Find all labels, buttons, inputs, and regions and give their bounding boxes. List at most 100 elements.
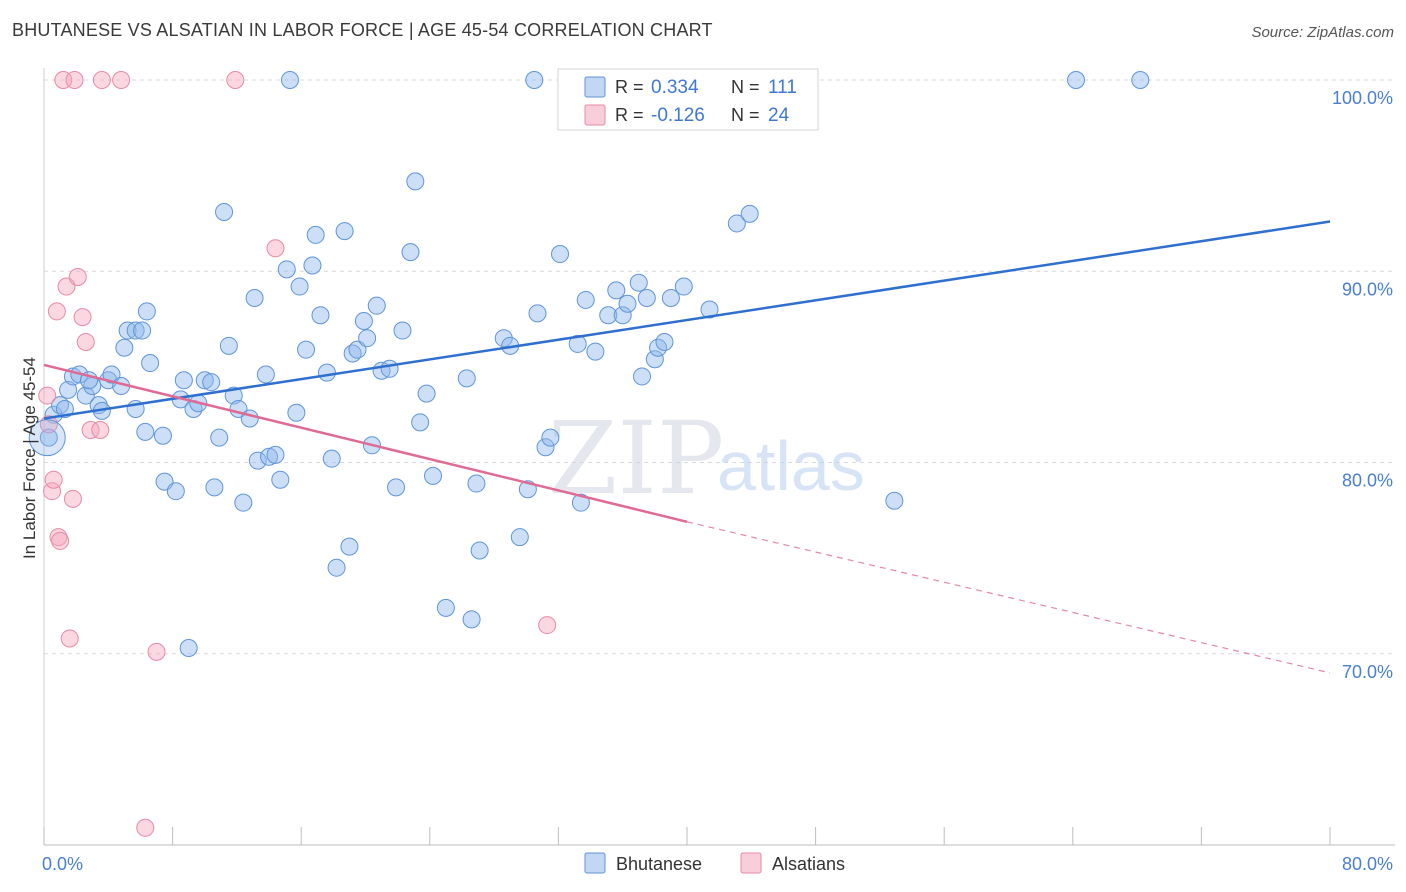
bhutanese-point bbox=[406, 172, 425, 191]
bhutanese-point bbox=[136, 422, 155, 441]
bhutanese-point bbox=[287, 403, 306, 422]
alsatian-point bbox=[63, 489, 82, 508]
x-tick-label-min: 0.0% bbox=[42, 854, 83, 874]
bhutanese-point bbox=[133, 321, 152, 340]
alsatian-point bbox=[38, 386, 57, 405]
bhutanese-point bbox=[59, 380, 78, 399]
chart-source: Source: ZipAtlas.com bbox=[1251, 24, 1394, 41]
bhutanese-point bbox=[306, 225, 325, 244]
alsatian-point bbox=[51, 531, 70, 550]
bhutanese-point bbox=[303, 256, 322, 275]
y-tick-label: 100.0% bbox=[1332, 88, 1393, 108]
bhutanese-point bbox=[571, 493, 590, 512]
bhutanese-point bbox=[1131, 71, 1150, 89]
alsatian-point bbox=[92, 71, 111, 89]
bhutanese-point bbox=[174, 371, 193, 390]
bhutanese-point bbox=[885, 491, 904, 510]
bhutanese-point bbox=[536, 438, 555, 457]
bhutanese-point bbox=[202, 373, 221, 392]
bhutanese-point bbox=[277, 260, 296, 279]
legend-n-value: 24 bbox=[768, 105, 790, 126]
bhutanese-legend-swatch bbox=[584, 852, 606, 874]
x-tick-label-max: 80.0% bbox=[1342, 854, 1393, 874]
alsatian-point bbox=[266, 239, 285, 258]
bhutanese-point bbox=[1067, 71, 1086, 89]
alsatian-swatch bbox=[584, 104, 606, 126]
bhutanese-point bbox=[367, 296, 386, 315]
bhutanese-point bbox=[637, 289, 656, 308]
bhutanese-point bbox=[311, 306, 330, 325]
bhutanese-point bbox=[576, 290, 595, 309]
bhutanese-point bbox=[179, 639, 198, 658]
bhutanese-point bbox=[245, 289, 264, 308]
alsatian-trend-line bbox=[43, 363, 688, 524]
bhutanese-point bbox=[215, 202, 234, 221]
bhutanese-point bbox=[290, 277, 309, 296]
bhutanese-point bbox=[629, 273, 648, 292]
series-legend: Bhutanese Alsatians bbox=[584, 852, 845, 874]
legend-r-value: -0.126 bbox=[651, 105, 705, 126]
bhutanese-point bbox=[271, 470, 290, 489]
bhutanese-point bbox=[467, 474, 486, 493]
bhutanese-point bbox=[700, 300, 719, 319]
bhutanese-point bbox=[280, 71, 299, 89]
y-tick-label: 90.0% bbox=[1342, 279, 1393, 299]
bhutanese-point bbox=[551, 245, 570, 264]
legend-n-label: N = bbox=[731, 105, 760, 125]
bhutanese-point bbox=[607, 281, 626, 300]
bhutanese-point bbox=[674, 277, 693, 296]
bhutanese-point bbox=[354, 311, 373, 330]
bhutanese-point bbox=[340, 537, 359, 556]
y-tick-label: 70.0% bbox=[1342, 662, 1393, 682]
bhutanese-point bbox=[39, 428, 58, 447]
alsatian-point bbox=[60, 629, 79, 648]
bhutanese-point bbox=[205, 478, 224, 497]
bhutanese-point bbox=[740, 204, 759, 223]
bhutanese-point bbox=[424, 466, 443, 485]
alsatian-point bbox=[76, 333, 95, 352]
bhutanese-point bbox=[55, 399, 74, 418]
alsatian-point bbox=[73, 308, 92, 327]
bhutanese-point bbox=[256, 365, 275, 384]
watermark-atlas: atlas bbox=[717, 427, 865, 505]
bhutanese-point bbox=[358, 329, 377, 348]
y-axis-label: In Labor Force | Age 45-54 bbox=[20, 357, 39, 559]
alsatian-point bbox=[538, 616, 557, 635]
trend-lines bbox=[43, 220, 1331, 674]
bhutanese-point bbox=[322, 449, 341, 468]
legend-r-value: 0.334 bbox=[651, 77, 699, 98]
alsatian-point bbox=[136, 818, 155, 837]
bhutanese-point bbox=[645, 350, 664, 369]
bhutanese-point bbox=[195, 371, 214, 390]
bhutanese-point bbox=[297, 340, 316, 359]
bhutanese-point bbox=[219, 336, 238, 355]
alsatian-point bbox=[226, 71, 245, 89]
bhutanese-point bbox=[528, 304, 547, 323]
bhutanese-point bbox=[210, 428, 229, 447]
bhutanese-point bbox=[494, 329, 513, 348]
bhutanese-point bbox=[462, 610, 481, 629]
alsatian-point bbox=[81, 420, 100, 439]
y-tick-label: 80.0% bbox=[1342, 471, 1393, 491]
gridlines bbox=[44, 79, 1395, 655]
watermark-zip: ZIP bbox=[548, 400, 724, 517]
bhutanese-point bbox=[260, 447, 279, 466]
bhutanese-point bbox=[317, 363, 336, 382]
bhutanese-point bbox=[234, 493, 253, 512]
bhutanese-point bbox=[141, 354, 160, 373]
bhutanese-point bbox=[457, 369, 476, 388]
bhutanese-cluster-point bbox=[28, 419, 66, 457]
alsatian-point bbox=[44, 470, 63, 489]
stats-legend: R = 0.334 N = 111 R = -0.126 N = 24 bbox=[557, 68, 819, 131]
bhutanese-point bbox=[727, 214, 746, 233]
legend-r-label: R = bbox=[615, 105, 644, 125]
bhutanese-point bbox=[661, 289, 680, 308]
bhutanese-point bbox=[632, 367, 651, 386]
bhutanese-point bbox=[387, 478, 406, 497]
watermark: ZIP atlas bbox=[548, 400, 865, 517]
bhutanese-swatch bbox=[584, 76, 606, 98]
bhutanese-point bbox=[102, 365, 121, 384]
bhutanese-point bbox=[411, 413, 430, 432]
bhutanese-point bbox=[327, 558, 346, 577]
